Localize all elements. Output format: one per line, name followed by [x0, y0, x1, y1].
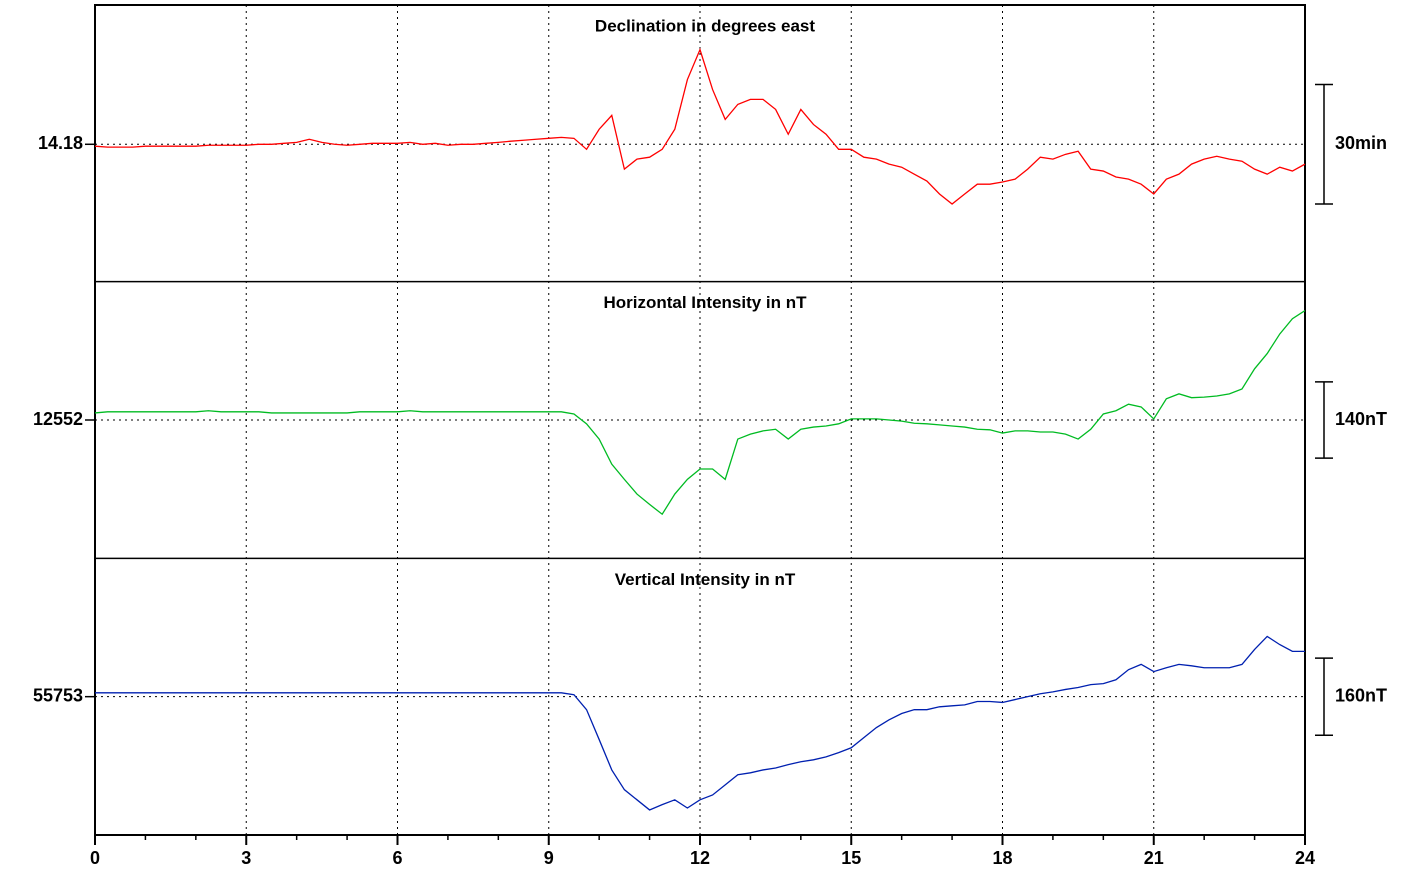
x-tick-label: 24 — [1295, 848, 1315, 868]
x-tick-label: 0 — [90, 848, 100, 868]
panel-title: Horizontal Intensity in nT — [603, 293, 807, 312]
panel-title: Vertical Intensity in nT — [615, 570, 796, 589]
scale-bar-label: 30min — [1335, 133, 1387, 153]
data-line — [94, 47, 1306, 205]
x-tick-label: 12 — [690, 848, 710, 868]
x-tick-label: 21 — [1144, 848, 1164, 868]
x-tick-label: 9 — [544, 848, 554, 868]
panel-title: Declination in degrees east — [595, 16, 815, 35]
scale-bar-label: 160nT — [1335, 685, 1387, 705]
y-tick-label: 12552 — [33, 409, 83, 429]
x-tick-label: 6 — [392, 848, 402, 868]
x-tick-label: 15 — [841, 848, 861, 868]
data-line — [94, 309, 1306, 516]
x-tick-label: 18 — [992, 848, 1012, 868]
y-tick-label: 14.18 — [38, 133, 83, 153]
x-tick-label: 3 — [241, 848, 251, 868]
y-tick-label: 55753 — [33, 685, 83, 705]
data-line — [95, 635, 1305, 811]
scale-bar-label: 140nT — [1335, 409, 1387, 429]
